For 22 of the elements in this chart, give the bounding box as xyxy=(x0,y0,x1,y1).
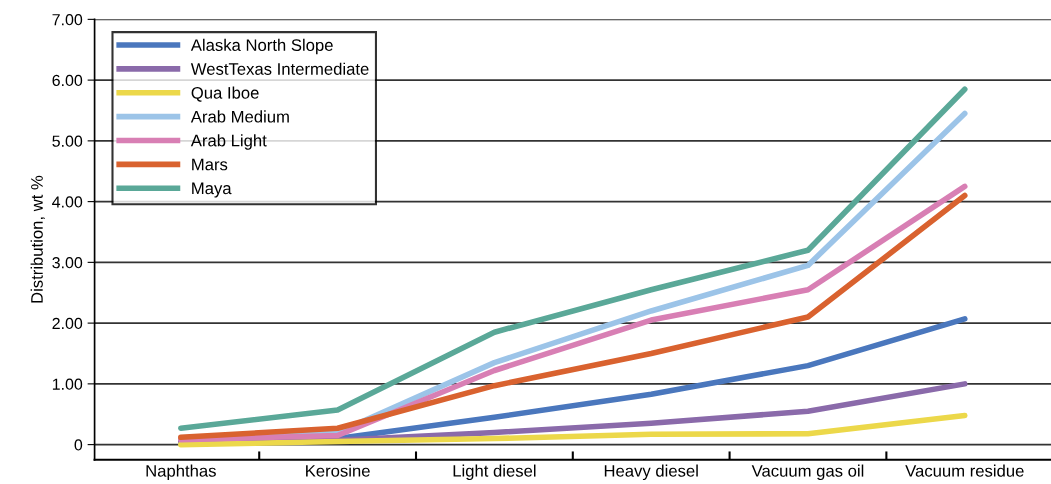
x-tick-label: Naphthas xyxy=(146,464,216,481)
y-axis-title: Distribution, wt % xyxy=(30,175,45,303)
legend-label: Arab Light xyxy=(190,134,267,150)
y-tick-label: 6.00 xyxy=(52,74,83,87)
legend-label: Arab Medium xyxy=(190,110,289,123)
legend-label: Qua Iboe xyxy=(191,86,259,102)
y-tick-label: 4.00 xyxy=(52,196,83,208)
legend-label: WestTexas Intermediate xyxy=(190,62,369,75)
x-tick-label: Heavy diesel xyxy=(604,464,698,481)
x-tick-label: Light diesel xyxy=(453,464,536,481)
y-tick-label: 2.00 xyxy=(52,317,83,330)
y-tick-label: 3.00 xyxy=(52,257,83,269)
y-tick-label: 0 xyxy=(74,439,83,451)
x-tick-label: Vacuum residue xyxy=(905,464,1024,477)
legend-label: Maya xyxy=(192,182,232,198)
x-tick-label: Vacuum gas oil xyxy=(751,464,864,481)
legend-label: Mars xyxy=(192,158,228,171)
legend-label: Alaska North Slope xyxy=(190,38,333,55)
y-tick-label: 1.00 xyxy=(52,378,83,390)
x-tick-label: Kerosine xyxy=(306,464,370,477)
y-tick-label: 7.00 xyxy=(52,13,83,26)
y-tick-label: 5.00 xyxy=(52,135,83,147)
